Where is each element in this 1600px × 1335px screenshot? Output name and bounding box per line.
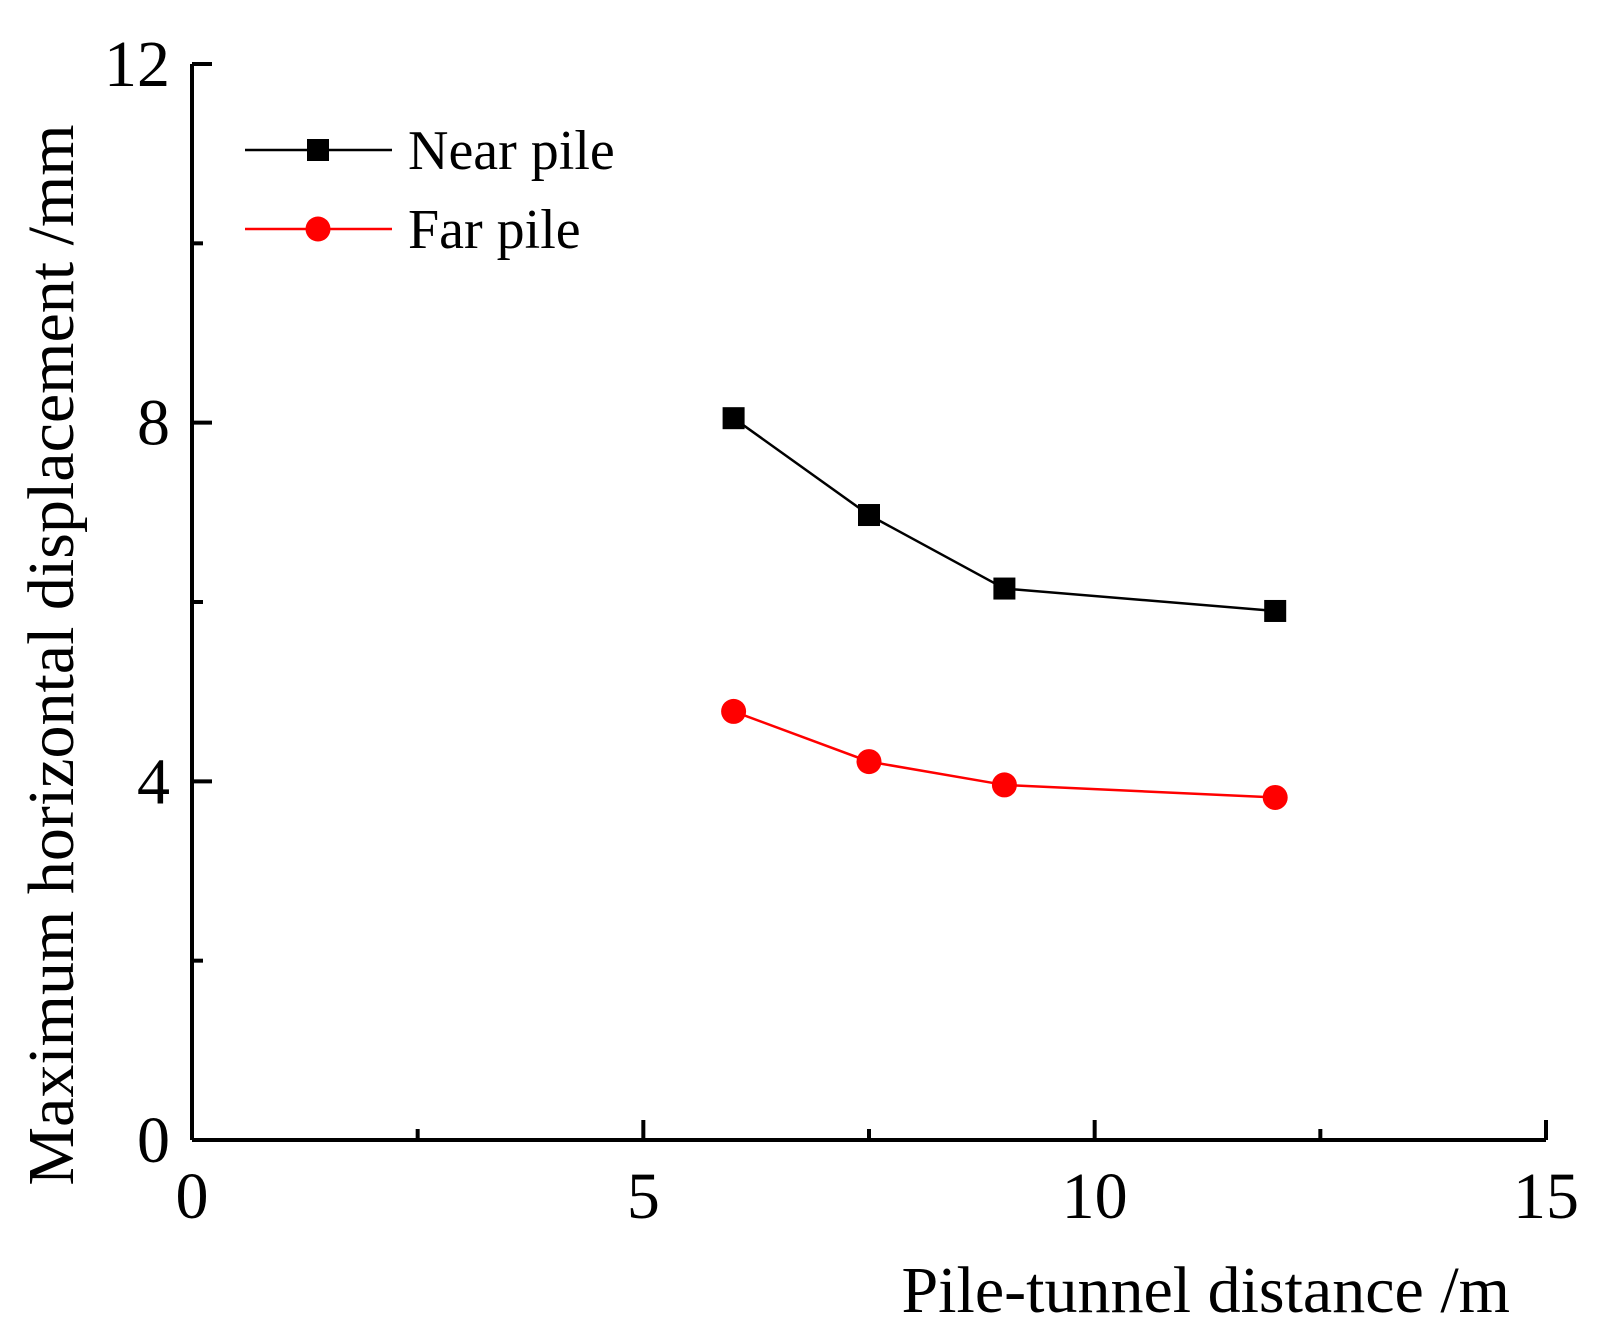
- data-point: [858, 504, 880, 527]
- axes: [190, 64, 1546, 1142]
- data-point: [993, 577, 1016, 600]
- y-tick-label: 12: [104, 28, 170, 101]
- series-0: [722, 407, 1287, 622]
- y-tick-label: 4: [137, 745, 170, 818]
- series-line: [733, 710, 1276, 799]
- data-point: [1262, 784, 1288, 810]
- data-point: [722, 407, 745, 430]
- x-tick-label: 5: [627, 1160, 660, 1233]
- series-layer: [721, 407, 1288, 810]
- y-tick-label: 8: [137, 387, 170, 460]
- data-point: [1264, 599, 1287, 622]
- legend-marker: [305, 216, 331, 242]
- legend: Near pile Far pile: [245, 120, 615, 261]
- series-line: [732, 417, 1276, 613]
- x-tick-label: 0: [176, 1160, 209, 1233]
- x-tick-label: 10: [1062, 1160, 1128, 1233]
- x-axis-title: Pile-tunnel distance /m: [901, 1254, 1510, 1327]
- legend-item-0: Near pile: [245, 120, 615, 182]
- y-axis-title: Maximum horizontal displacement /mm: [15, 124, 88, 1185]
- y-tick-label: 0: [137, 1104, 170, 1177]
- legend-item-1: Far pile: [245, 199, 581, 261]
- legend-label: Far pile: [408, 199, 581, 261]
- x-tick-label: 15: [1513, 1160, 1579, 1233]
- data-point: [721, 698, 747, 724]
- legend-label: Near pile: [408, 120, 615, 182]
- series-1: [721, 698, 1288, 810]
- legend-marker: [307, 139, 329, 161]
- data-point: [856, 749, 882, 775]
- ticks: 0 5 10 15 0 4 8 12: [104, 28, 1579, 1233]
- data-point: [991, 772, 1017, 798]
